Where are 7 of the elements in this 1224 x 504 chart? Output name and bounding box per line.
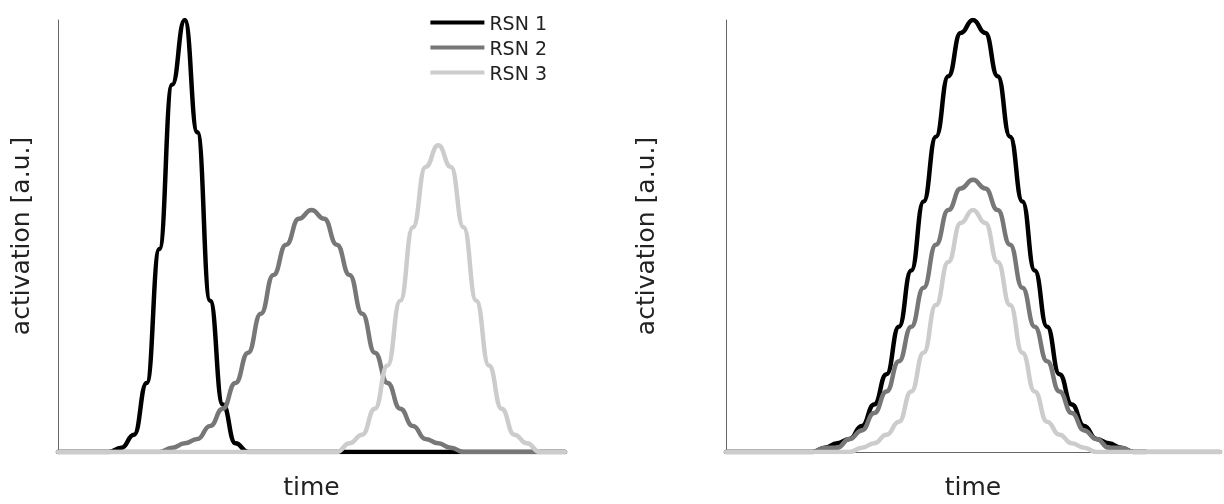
y-axis-title: activation [a.u.]: [631, 136, 660, 336]
x-axis-title: time: [944, 472, 1002, 501]
legend-label: RSN 3: [489, 61, 548, 84]
x-axis-title: time: [283, 472, 340, 501]
legend-label: RSN 1: [489, 11, 548, 34]
y-axis-title: activation [a.u.]: [6, 136, 35, 336]
legend-label: RSN 2: [489, 36, 548, 59]
